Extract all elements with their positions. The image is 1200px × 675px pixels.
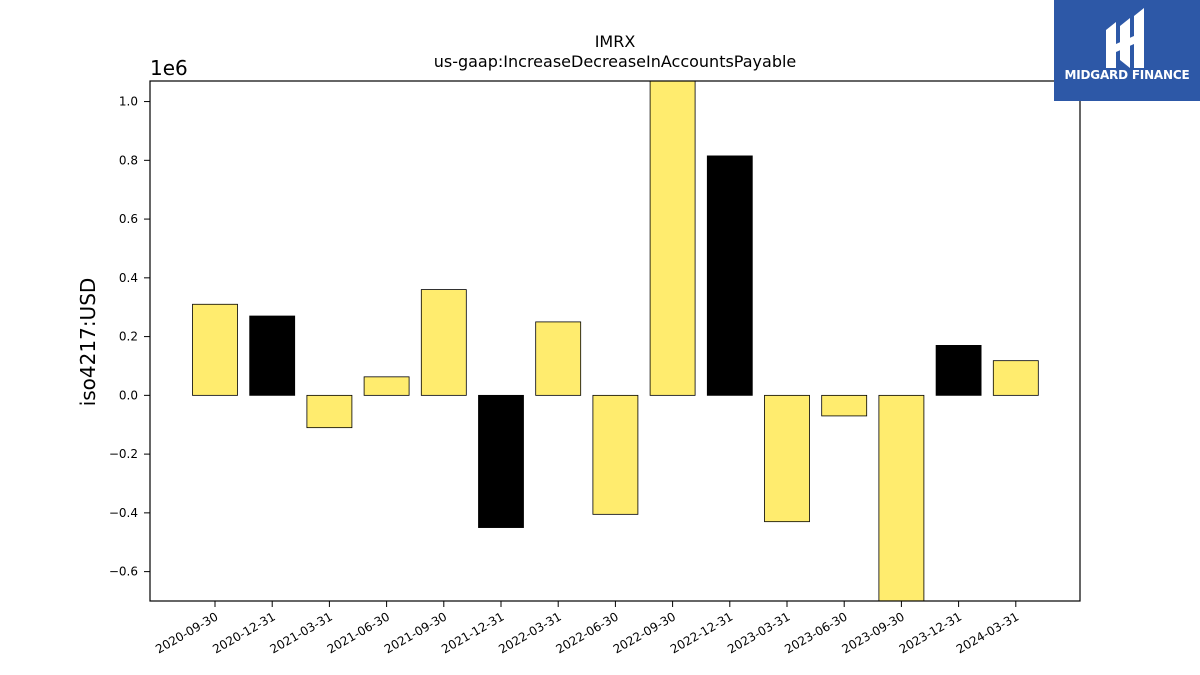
x-tick-label: 2023-06-30 xyxy=(782,609,849,656)
y-tick-label: 0.2 xyxy=(119,330,138,344)
bar-2023-09-30 xyxy=(878,394,925,602)
bar-2023-12-31 xyxy=(935,345,982,396)
y-tick-label: 0.4 xyxy=(119,271,138,285)
x-tick-label: 2023-12-31 xyxy=(897,609,964,656)
brand-name: MIDGARD FINANCE xyxy=(1064,68,1190,82)
bar-2023-06-30 xyxy=(821,394,868,417)
chart-title: IMRX xyxy=(594,32,636,51)
x-tick-label: 2021-09-30 xyxy=(382,609,449,656)
bar-2021-03-31 xyxy=(306,394,353,429)
bar-2022-09-30 xyxy=(649,80,696,396)
y-tick-label: −0.2 xyxy=(109,447,138,461)
bars-group xyxy=(192,80,1039,602)
bar-2023-03-31 xyxy=(764,394,810,523)
bar-2022-03-31 xyxy=(535,321,582,396)
bar-2021-09-30 xyxy=(420,289,467,396)
plot-frame xyxy=(149,80,1081,602)
x-tick-label: 2023-09-30 xyxy=(839,609,906,656)
x-tick-label: 2022-03-31 xyxy=(496,609,563,656)
x-tick-label: 2022-06-30 xyxy=(553,609,620,656)
y-tick-label: −0.6 xyxy=(109,565,138,579)
bar-2020-12-31 xyxy=(249,315,296,396)
bar-2020-09-30 xyxy=(192,303,238,396)
x-tick-label: 2024-03-31 xyxy=(954,609,1021,656)
midgard-finance-logo: MIDGARD FINANCE xyxy=(1054,0,1200,101)
x-tick-label: 2021-12-31 xyxy=(439,609,506,656)
bar-2021-12-31 xyxy=(478,394,524,528)
y-tick-label: 0.0 xyxy=(119,388,138,402)
bar-2022-12-31 xyxy=(706,155,753,396)
x-tick-label: 2023-03-31 xyxy=(725,609,792,656)
x-tick-label: 2021-03-31 xyxy=(267,609,334,656)
y-tick-label: −0.4 xyxy=(109,506,138,520)
x-tick-label: 2022-09-30 xyxy=(611,609,678,656)
x-tick-label: 2022-12-31 xyxy=(668,609,735,656)
chart-subtitle: us-gaap:IncreaseDecreaseInAccountsPayabl… xyxy=(433,52,797,71)
y-axis-ticks: 1.0 0.8 0.6 0.4 0.2 0.0 −0.2 −0.4 −0.6 xyxy=(109,95,150,579)
bar-2024-03-31 xyxy=(992,360,1039,396)
x-tick-label: 2020-09-30 xyxy=(153,609,220,656)
midgard-logo-icon xyxy=(1106,8,1144,68)
bar-2021-06-30 xyxy=(363,376,410,396)
x-tick-label: 2021-06-30 xyxy=(325,609,392,656)
bar-2022-06-30 xyxy=(592,394,639,515)
y-tick-label: 1.0 xyxy=(119,95,138,109)
y-tick-label: 0.6 xyxy=(119,212,138,226)
y-axis-label: iso4217:USD xyxy=(76,277,100,407)
x-tick-label: 2020-12-31 xyxy=(210,609,277,656)
y-offset-label: 1e6 xyxy=(150,56,188,80)
x-axis-ticks: 2020-09-302020-12-312021-03-312021-06-30… xyxy=(153,601,1021,656)
y-tick-label: 0.8 xyxy=(119,153,138,167)
